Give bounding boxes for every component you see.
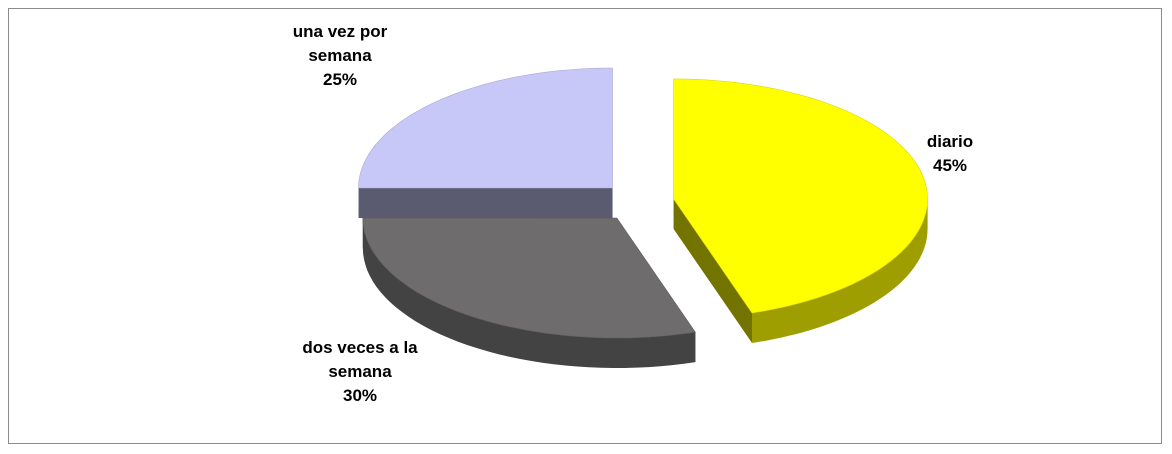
category-label: diario xyxy=(926,132,974,151)
slice xyxy=(362,217,696,339)
chart-frame xyxy=(8,8,1162,444)
slice-side xyxy=(752,198,928,343)
category-label: dos veces a la semana xyxy=(302,338,418,381)
data-label: una vez por semana 25% xyxy=(265,20,415,92)
slice xyxy=(358,67,613,189)
slice-side xyxy=(673,198,753,344)
slice-side xyxy=(362,218,696,368)
data-label: dos veces a la semana 30% xyxy=(270,336,450,408)
slice xyxy=(673,78,928,314)
category-label: una vez por semana xyxy=(292,22,388,65)
value-label: 25% xyxy=(322,70,358,89)
value-label: 30% xyxy=(342,386,378,405)
slice-side xyxy=(358,187,613,218)
value-label: 45% xyxy=(932,156,968,175)
data-label: diario 45% xyxy=(880,130,1020,178)
